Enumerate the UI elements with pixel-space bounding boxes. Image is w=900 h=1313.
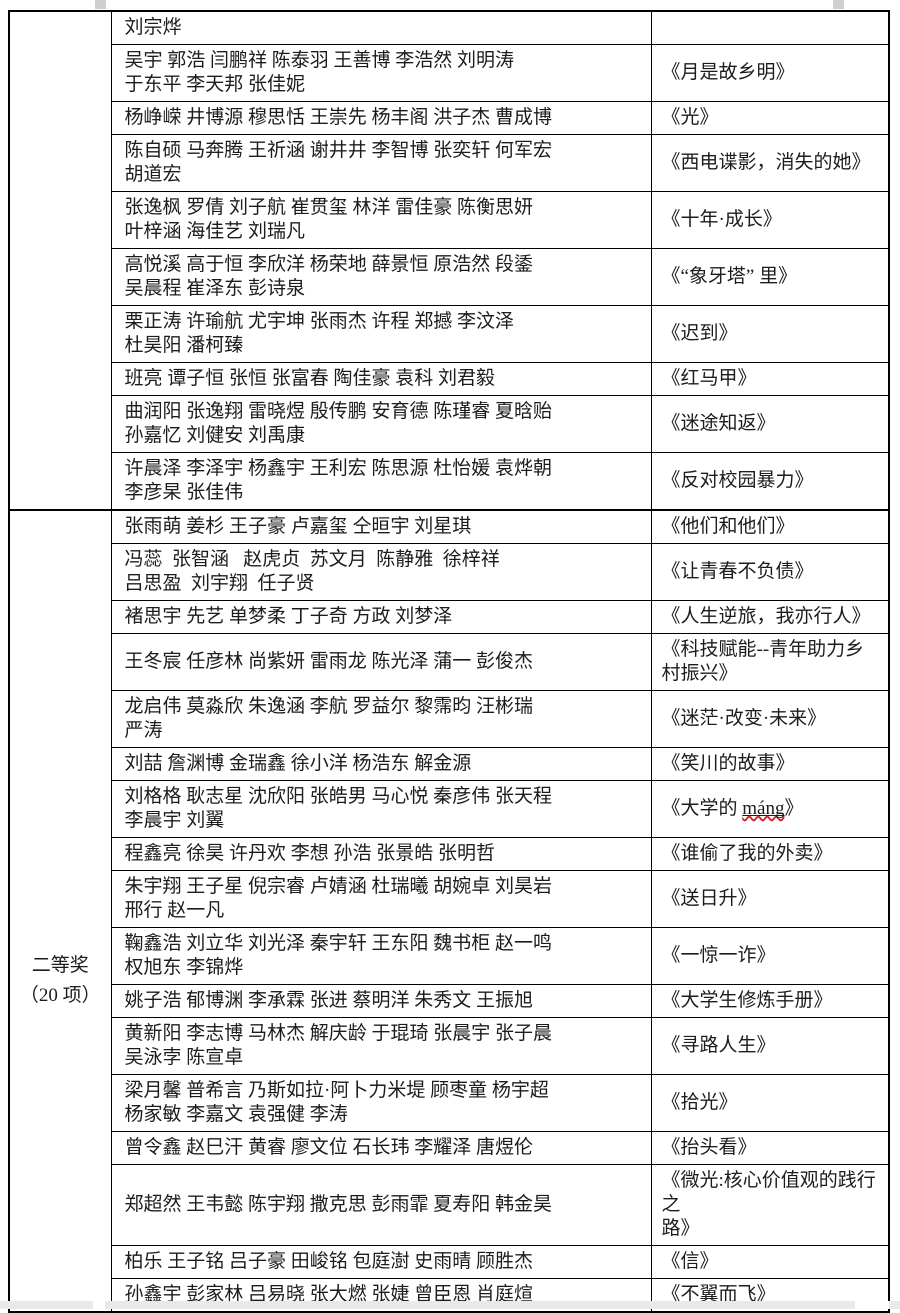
work-title-cell: 《他们和他们》 <box>650 509 890 544</box>
names-cell: 张雨萌 姜杉 王子豪 卢嘉玺 仝晅宇 刘星琪 <box>110 509 652 544</box>
work-title-cell: 《迷途知返》 <box>650 395 890 453</box>
table-row: 郑超然 王韦懿 陈宇翔 撒克思 彭雨霏 夏寿阳 韩金昊 《微光:核心价值观的践行之… <box>9 1164 890 1246</box>
work-title-cell: 《送日升》 <box>650 870 890 928</box>
work-title-cell: 《“象牙塔” 里》 <box>650 248 890 306</box>
table-row: 班亮 谭子恒 张恒 张富春 陶佳豪 袁科 刘君毅 《红马甲》 <box>9 362 890 396</box>
table-row: 程鑫亮 徐昊 许丹欢 李想 孙浩 张景皓 张明哲 《谁偷了我的外卖》 <box>9 837 890 871</box>
work-title-cell: 《信》 <box>650 1245 890 1279</box>
table-row: 栗正涛 许瑜航 尤宇坤 张雨杰 许程 郑撼 李汶泽 杜昊阳 潘柯臻 《迟到》 <box>9 305 890 363</box>
names-cell: 王冬宸 任彦林 尚紫妍 雷雨龙 陈光泽 蒲一 彭俊杰 <box>110 633 652 691</box>
work-title-cell: 《笑川的故事》 <box>650 747 890 781</box>
names-cell: 许晨泽 李泽宇 杨鑫宇 王利宏 陈思源 杜怡媛 袁烨朝 李彦杲 张佳伟 <box>110 452 652 511</box>
table-row: 朱宇翔 王子星 倪宗睿 卢婧涵 杜瑞曦 胡婉卓 刘昊岩 邢行 赵一凡 《送日升》 <box>9 870 890 928</box>
table-row: 姚子浩 郁博渊 李承霖 张进 蔡明洋 朱秀文 王振旭 《大学生修炼手册》 <box>9 984 890 1018</box>
table-row: 陈自硕 马奔腾 王祈涵 谢井井 李智博 张奕轩 何军宏 胡道宏 《西电谍影，消失的… <box>9 134 890 192</box>
names-cell: 曾令鑫 赵巳汗 黄睿 廖文位 石长玮 李耀泽 唐煜伦 <box>110 1131 652 1165</box>
work-title-cell: 《光》 <box>650 101 890 135</box>
work-title-cell: 《让青春不负债》 <box>650 543 890 601</box>
award-category-cell <box>8 10 112 511</box>
names-cell: 杨峥嵘 井博源 穆思恬 王崇先 杨丰阁 洪子杰 曹成博 <box>110 101 652 135</box>
table-row: 鞠鑫浩 刘立华 刘光泽 秦宇轩 王东阳 魏书柜 赵一鸣 权旭东 李锦烨 《一惊一诈… <box>9 927 890 985</box>
names-cell: 郑超然 王韦懿 陈宇翔 撒克思 彭雨霏 夏寿阳 韩金昊 <box>110 1164 652 1246</box>
work-title-cell <box>650 10 890 45</box>
table-row: 吴宇 郭浩 闫鹏祥 陈泰羽 王善博 李浩然 刘明涛 于东平 李天邦 张佳妮 《月是… <box>9 44 890 102</box>
work-title-cell: 《大学的 máng》 <box>650 780 890 838</box>
work-title-cell: 《西电谍影，消失的她》 <box>650 134 890 192</box>
names-cell: 吴宇 郭浩 闫鹏祥 陈泰羽 王善博 李浩然 刘明涛 于东平 李天邦 张佳妮 <box>110 44 652 102</box>
award-table: 刘宗烨 吴宇 郭浩 闫鹏祥 陈泰羽 王善博 李浩然 刘明涛 于东平 李天邦 张佳妮… <box>8 10 890 1313</box>
table-row: 刘喆 詹渊博 金瑞鑫 徐小洋 杨浩东 解金源 《笑川的故事》 <box>9 747 890 781</box>
work-title-cell: 《一惊一诈》 <box>650 927 890 985</box>
work-title-cell: 《谁偷了我的外卖》 <box>650 837 890 871</box>
table-row: 柏乐 王子铭 吕子豪 田峻铭 包庭澍 史雨晴 顾胜杰 《信》 <box>9 1245 890 1279</box>
work-title-cell: 《月是故乡明》 <box>650 44 890 102</box>
table-row: 梁月馨 普希言 乃斯如拉·阿卜力米堤 顾枣童 杨宇超 杨家敏 李嘉文 袁强健 李… <box>9 1074 890 1132</box>
names-cell: 高悦溪 高于恒 李欣洋 杨荣地 薛景恒 原浩然 段鋈 吴晨程 崔泽东 彭诗泉 <box>110 248 652 306</box>
work-title-cell: 《科技赋能--青年助力乡 村振兴》 <box>650 633 890 691</box>
award-category-cell: 二等奖 （20 项） <box>8 509 112 1313</box>
work-title-cell: 《微光:核心价值观的践行之 路》 <box>650 1164 890 1246</box>
table-row: 刘宗烨 <box>8 10 890 511</box>
names-cell: 褚思宇 先艺 单梦柔 丁子奇 方政 刘梦泽 <box>110 600 652 634</box>
table-row: 张逸枫 罗倩 刘子航 崔贯玺 林洋 雷佳豪 陈衡思妍 叶梓涵 海佳艺 刘瑞凡 《十… <box>9 191 890 249</box>
names-cell: 班亮 谭子恒 张恒 张富春 陶佳豪 袁科 刘君毅 <box>110 362 652 396</box>
names-cell: 栗正涛 许瑜航 尤宇坤 张雨杰 许程 郑撼 李汶泽 杜昊阳 潘柯臻 <box>110 305 652 363</box>
names-cell: 冯蕊 张智涵 赵虎贞 苏文月 陈静雅 徐梓祥 吕思盈 刘宇翔 任子贤 <box>110 543 652 601</box>
names-cell: 张逸枫 罗倩 刘子航 崔贯玺 林洋 雷佳豪 陈衡思妍 叶梓涵 海佳艺 刘瑞凡 <box>110 191 652 249</box>
work-title-cell: 《红马甲》 <box>650 362 890 396</box>
table-row: 高悦溪 高于恒 李欣洋 杨荣地 薛景恒 原浩然 段鋈 吴晨程 崔泽东 彭诗泉 《“… <box>9 248 890 306</box>
names-cell: 陈自硕 马奔腾 王祈涵 谢井井 李智博 张奕轩 何军宏 胡道宏 <box>110 134 652 192</box>
work-title-cell: 《迷茫·改变·未来》 <box>650 690 890 748</box>
names-cell: 黄新阳 李志博 马林杰 解庆龄 于琨琦 张晨宇 张子晨 吴泳孛 陈宣卓 <box>110 1017 652 1075</box>
page-break-strip <box>0 1301 900 1309</box>
work-title-cell: 《迟到》 <box>650 305 890 363</box>
table-row: 褚思宇 先艺 单梦柔 丁子奇 方政 刘梦泽 《人生逆旅，我亦行人》 <box>9 600 890 634</box>
spellcheck-marked-word: máng <box>742 798 785 819</box>
names-cell: 程鑫亮 徐昊 许丹欢 李想 孙浩 张景皓 张明哲 <box>110 837 652 871</box>
table-row: 许晨泽 李泽宇 杨鑫宇 王利宏 陈思源 杜怡媛 袁烨朝 李彦杲 张佳伟 《反对校园… <box>9 452 890 511</box>
page-guide-mark-right <box>833 0 844 9</box>
names-cell: 柏乐 王子铭 吕子豪 田峻铭 包庭澍 史雨晴 顾胜杰 <box>110 1245 652 1279</box>
work-title-cell: 《大学生修炼手册》 <box>650 984 890 1018</box>
table-row: 刘格格 耿志星 沈欣阳 张皓男 马心悦 秦彦伟 张天程 李晨宇 刘翼 《大学的 m… <box>9 780 890 838</box>
work-title-cell: 《拾光》 <box>650 1074 890 1132</box>
table-row: 王冬宸 任彦林 尚紫妍 雷雨龙 陈光泽 蒲一 彭俊杰 《科技赋能--青年助力乡 村… <box>9 633 890 691</box>
names-cell: 鞠鑫浩 刘立华 刘光泽 秦宇轩 王东阳 魏书柜 赵一鸣 权旭东 李锦烨 <box>110 927 652 985</box>
page-guide-mark-left <box>95 0 106 9</box>
names-cell: 姚子浩 郁博渊 李承霖 张进 蔡明洋 朱秀文 王振旭 <box>110 984 652 1018</box>
names-cell: 梁月馨 普希言 乃斯如拉·阿卜力米堤 顾枣童 杨宇超 杨家敏 李嘉文 袁强健 李… <box>110 1074 652 1132</box>
work-title-cell: 《十年·成长》 <box>650 191 890 249</box>
work-title-cell: 《人生逆旅，我亦行人》 <box>650 600 890 634</box>
names-cell: 朱宇翔 王子星 倪宗睿 卢婧涵 杜瑞曦 胡婉卓 刘昊岩 邢行 赵一凡 <box>110 870 652 928</box>
names-cell: 刘喆 詹渊博 金瑞鑫 徐小洋 杨浩东 解金源 <box>110 747 652 781</box>
table-row: 曾令鑫 赵巳汗 黄睿 廖文位 石长玮 李耀泽 唐煜伦 《抬头看》 <box>9 1131 890 1165</box>
page-break-notch <box>855 1301 889 1309</box>
table-row: 冯蕊 张智涵 赵虎贞 苏文月 陈静雅 徐梓祥 吕思盈 刘宇翔 任子贤 《让青春不负… <box>9 543 890 601</box>
table-row: 龙启伟 莫淼欣 朱逸涵 李航 罗益尔 黎霈昀 汪彬瑞 严涛 《迷茫·改变·未来》 <box>9 690 890 748</box>
table-row: 二等奖 （20 项） 张雨萌 姜杉 王子豪 卢嘉玺 仝晅宇 刘星琪 《他们和他们》 <box>8 509 890 1313</box>
work-title-cell: 《抬头看》 <box>650 1131 890 1165</box>
names-cell: 刘格格 耿志星 沈欣阳 张皓男 马心悦 秦彦伟 张天程 李晨宇 刘翼 <box>110 780 652 838</box>
names-cell: 曲润阳 张逸翔 雷晓煜 殷传鹏 安育德 陈瑾睿 夏晗贻 孙嘉忆 刘健安 刘禹康 <box>110 395 652 453</box>
page-break-notch <box>93 1301 105 1309</box>
names-cell: 刘宗烨 <box>110 10 652 45</box>
table-row: 曲润阳 张逸翔 雷晓煜 殷传鹏 安育德 陈瑾睿 夏晗贻 孙嘉忆 刘健安 刘禹康《… <box>9 395 890 453</box>
table-row: 杨峥嵘 井博源 穆思恬 王崇先 杨丰阁 洪子杰 曹成博 《光》 <box>9 101 890 135</box>
table-row: 黄新阳 李志博 马林杰 解庆龄 于琨琦 张晨宇 张子晨 吴泳孛 陈宣卓 《寻路人生… <box>9 1017 890 1075</box>
names-cell: 龙启伟 莫淼欣 朱逸涵 李航 罗益尔 黎霈昀 汪彬瑞 严涛 <box>110 690 652 748</box>
work-title-cell: 《寻路人生》 <box>650 1017 890 1075</box>
work-title-cell: 《反对校园暴力》 <box>650 452 890 511</box>
